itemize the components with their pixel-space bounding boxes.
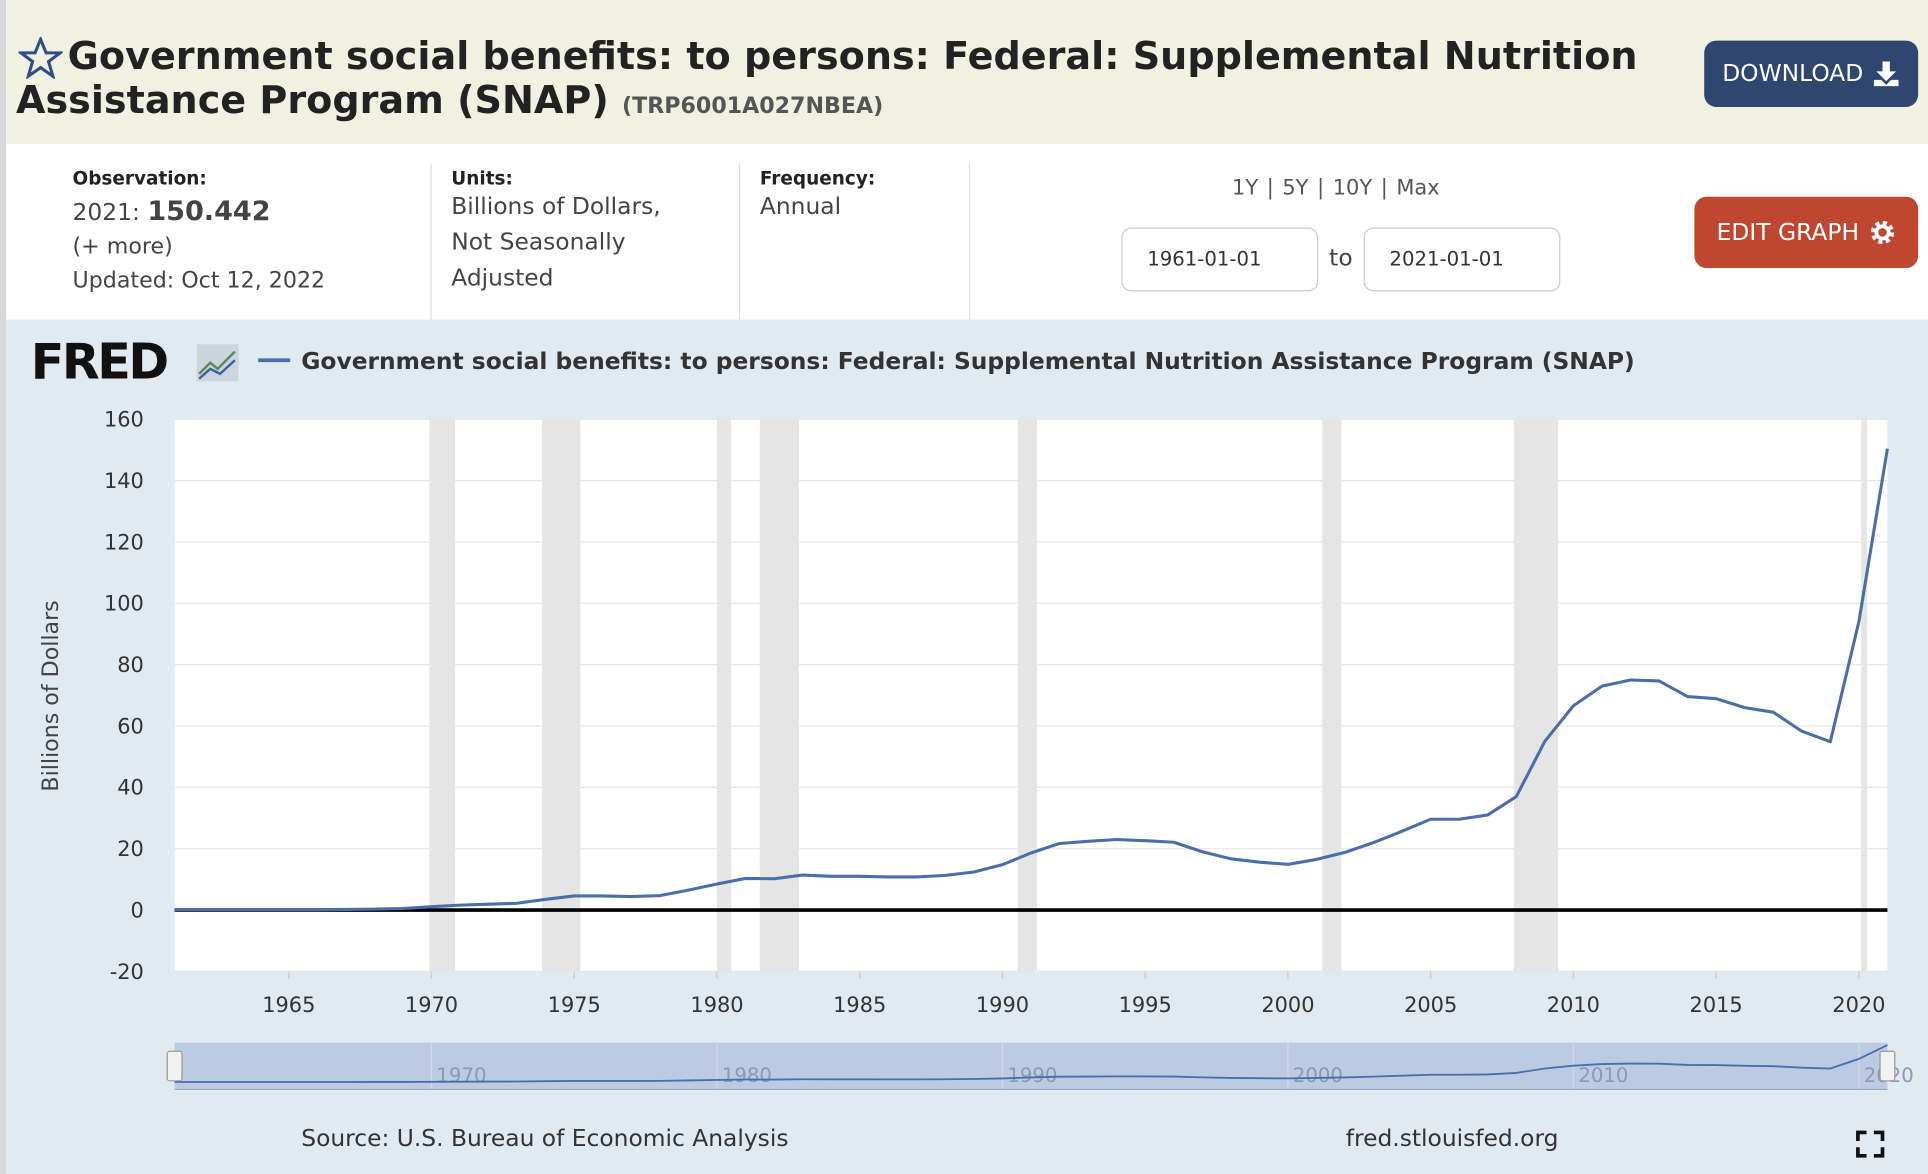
series-title: Government social benefits: to persons: … <box>16 34 1664 129</box>
chart: FRED Billions of Dollars Source: U.S. Bu… <box>31 333 1914 1158</box>
x-tick-label: 1970 <box>405 993 458 1017</box>
download-button[interactable]: DOWNLOAD <box>1704 40 1919 107</box>
recession-shade <box>542 419 581 972</box>
recession-shade <box>1514 419 1558 972</box>
series-id: (TRP6001A027NBEA) <box>622 93 884 120</box>
navigator-label: 2010 <box>1578 1064 1628 1087</box>
range-separator: | <box>1266 175 1274 201</box>
separator <box>738 163 741 320</box>
x-tick-label: 1990 <box>976 993 1029 1017</box>
x-tick-label: 1975 <box>548 993 601 1017</box>
y-tick-label: 40 <box>117 776 144 800</box>
recession-shade <box>1861 419 1868 972</box>
y-tick-label: -20 <box>110 960 144 984</box>
y-tick-label: 20 <box>117 837 144 861</box>
recession-shade <box>1322 419 1342 972</box>
y-tick-label: 160 <box>104 408 144 432</box>
x-tick-label: 2005 <box>1404 993 1457 1017</box>
x-tick-label: 1995 <box>1119 993 1172 1017</box>
x-tick-label: 1965 <box>262 993 315 1017</box>
title-text: Government social benefits: to persons: … <box>15 34 1638 123</box>
source: Source: U.S. Bureau of Economic Analysis <box>301 1124 788 1152</box>
range-link[interactable]: 1Y <box>1232 175 1259 201</box>
x-tick-label: 2010 <box>1547 993 1600 1017</box>
updated: Updated: Oct 12, 2022 <box>72 268 326 294</box>
frequency-label: Frequency: <box>759 167 876 190</box>
x-tick-label: 2020 <box>1832 993 1885 1017</box>
to-label: to <box>1329 244 1353 272</box>
observation-value: 150.442 <box>147 196 271 228</box>
download-icon <box>1874 61 1899 87</box>
y-tick-label: 140 <box>104 469 144 493</box>
fred-logo: FRED <box>31 333 168 391</box>
y-tick-label: 100 <box>104 592 144 616</box>
observation-label: Observation: <box>72 167 207 190</box>
series-line <box>174 448 1889 912</box>
start-date-input[interactable]: 1961-01-01 <box>1121 227 1319 292</box>
edit-label: EDIT GRAPH <box>1716 218 1860 246</box>
units: Not Seasonally <box>451 228 626 256</box>
recession-shade <box>759 419 799 972</box>
navigator-line <box>174 1044 1888 1083</box>
y-tick-label: 0 <box>131 898 144 922</box>
legend-label: Government social benefits: to persons: … <box>301 347 1634 375</box>
navigator-handle[interactable] <box>166 1050 183 1082</box>
units: Adjusted <box>451 264 554 292</box>
x-tick-label: 1985 <box>833 993 886 1017</box>
x-tick-label: 1980 <box>690 993 743 1017</box>
recession-shade <box>429 419 456 972</box>
range-separator: | <box>1380 175 1388 201</box>
frequency: Annual <box>759 193 842 221</box>
navigator-label: 1980 <box>722 1064 772 1087</box>
end-date-input[interactable]: 2021-01-01 <box>1363 227 1561 292</box>
observation-date: 2021: <box>72 199 140 227</box>
range-separator: | <box>1317 175 1325 201</box>
more-link[interactable]: (+ more) <box>72 233 173 260</box>
range-links: 1Y | 5Y | 10Y | Max <box>1232 176 1440 201</box>
star-icon[interactable] <box>18 36 63 79</box>
x-tick-label: 2000 <box>1261 993 1314 1017</box>
navigator-label: 1990 <box>1007 1064 1057 1087</box>
navigator-label: 1970 <box>436 1064 486 1087</box>
fullscreen-icon[interactable] <box>1856 1130 1885 1158</box>
y-tick-label: 120 <box>104 530 144 554</box>
site[interactable]: fred.stlouisfed.org <box>1346 1124 1559 1152</box>
y-axis-title: Billions of Dollars <box>38 600 64 791</box>
y-tick-label: 80 <box>117 653 144 677</box>
range-link[interactable]: 10Y <box>1332 175 1373 201</box>
units-label: Units: <box>451 167 513 190</box>
recession-shade <box>1017 419 1038 972</box>
edit-graph-button[interactable]: EDIT GRAPH <box>1694 196 1919 269</box>
navigator-label: 2000 <box>1293 1064 1343 1087</box>
range-link[interactable]: 5Y <box>1282 175 1309 201</box>
units: Billions of Dollars, <box>451 193 661 221</box>
x-tick-label: 2015 <box>1690 993 1743 1017</box>
header: Government social benefits: to persons: … <box>6 0 1928 144</box>
separator <box>430 163 432 320</box>
logo-icon <box>196 344 239 382</box>
navigator-handle[interactable] <box>1879 1050 1896 1082</box>
recession-shade <box>716 419 732 972</box>
range-link[interactable]: Max <box>1396 175 1440 201</box>
separator <box>968 163 971 320</box>
y-tick-label: 60 <box>117 714 144 738</box>
download-label: DOWNLOAD <box>1722 60 1864 88</box>
gear-icon <box>1870 220 1895 245</box>
